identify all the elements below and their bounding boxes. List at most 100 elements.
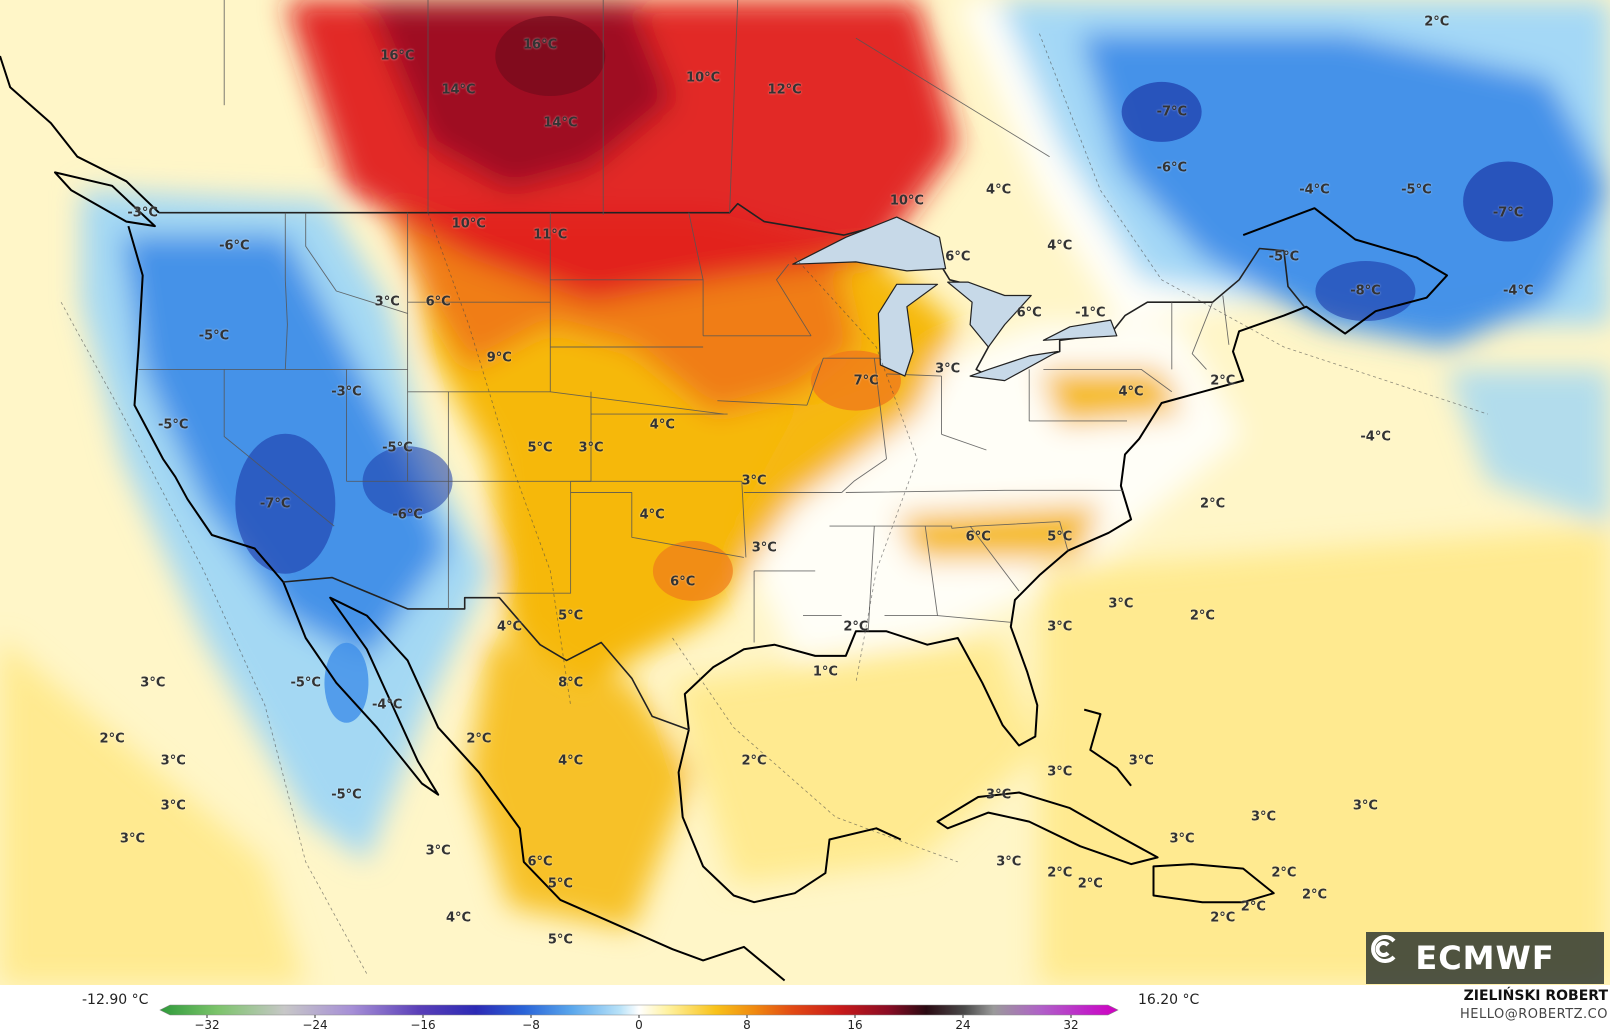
state-border-36 <box>845 489 1123 493</box>
coastline-mexico-gulf <box>677 729 902 904</box>
map-canvas <box>0 0 1610 985</box>
temperature-label: -3°C <box>127 205 158 221</box>
legend-tick-label: −32 <box>194 1018 220 1032</box>
temperature-label: 3°C <box>986 787 1012 803</box>
state-border-2 <box>305 212 408 314</box>
temperature-label: 3°C <box>140 675 166 691</box>
color-legend: -12.90 °C −32 −24 −16 −8 0 8 16 24 32 16.20 °C Z… <box>0 985 1610 1035</box>
warm-zone-mexico <box>468 638 693 929</box>
temperature-label: 12°C <box>767 82 802 98</box>
temperature-label: 2°C <box>1189 608 1215 624</box>
state-border-52 <box>855 37 1050 158</box>
coastline-vancouver-island <box>54 171 156 228</box>
legend-tick-label: 0 <box>635 1018 643 1032</box>
temperature-label: 3°C <box>425 843 451 859</box>
temperature-label: -5°C <box>331 787 362 803</box>
temperature-label: 14°C <box>441 82 476 98</box>
state-border-0 <box>284 212 288 370</box>
temperature-label: 2°C <box>1240 899 1266 915</box>
contour-line-2 <box>794 257 918 683</box>
warm-strong-oklahoma <box>652 540 733 601</box>
temperature-label: -4°C <box>1503 283 1534 299</box>
state-border-31 <box>873 358 887 459</box>
temperature-label: 4°C <box>639 507 665 523</box>
state-border-35 <box>941 433 987 451</box>
temperature-label: 5°C <box>527 440 553 456</box>
temperature-label: 9°C <box>486 350 512 366</box>
cold-core-quebec <box>1121 81 1202 142</box>
state-border-42 <box>951 521 1069 551</box>
coastline-bc <box>0 55 160 214</box>
cold-core-nevada <box>235 433 336 574</box>
temperature-label: 1°C <box>812 664 838 680</box>
ecmwf-logo: ECMWF <box>1366 932 1604 984</box>
state-border-17 <box>550 391 724 415</box>
state-border-37 <box>829 525 953 529</box>
coastline-bahamas <box>1083 708 1132 787</box>
cool-atlantic <box>1447 369 1610 527</box>
temperature-label: 2°C <box>1077 876 1103 892</box>
temperature-label: -5°C <box>1401 182 1432 198</box>
temperature-label: 3°C <box>578 440 604 456</box>
temperature-label: 3°C <box>160 753 186 769</box>
temperature-label: 3°C <box>935 361 961 377</box>
temperature-label: -3°C <box>331 384 362 400</box>
mild-zone-gulf <box>672 638 1040 885</box>
warm-zone-midatlantic <box>1039 369 1182 426</box>
temperature-label: -7°C <box>1156 104 1188 120</box>
temperature-label: 4°C <box>558 753 584 769</box>
temperature-label: -5°C <box>157 417 189 433</box>
temperature-label: 2°C <box>1200 496 1226 512</box>
temperature-label: 6°C <box>670 574 696 590</box>
temperature-label: -1°C <box>1075 305 1106 321</box>
state-border-12 <box>497 481 572 594</box>
contour-line-3 <box>1039 33 1488 415</box>
state-border-38 <box>867 526 875 632</box>
temperature-label: 3°C <box>996 854 1022 870</box>
coastline-hispaniola <box>1152 863 1275 904</box>
temperature-label: 3°C <box>751 540 777 556</box>
border-us-mexico <box>283 576 690 731</box>
legend-colorbar <box>159 1004 1119 1018</box>
temperature-label: -5°C <box>198 328 230 344</box>
cold-zone-canada <box>1080 33 1610 347</box>
temperature-label: -4°C <box>1299 182 1330 198</box>
state-border-7 <box>223 369 335 527</box>
temperature-label: 4°C <box>445 910 472 926</box>
temperature-label: 4°C <box>1047 238 1073 254</box>
temperature-label: -7°C <box>1492 205 1524 221</box>
temperature-anomaly-map: 16°C 16°C 14°C 14°C 10°C 12°C 10°C 11°C 10°C 4°C -… <box>0 0 1610 985</box>
temperature-label: 6°C <box>1016 305 1042 321</box>
contour-line-4 <box>672 637 958 863</box>
temperature-label: -6°C <box>1156 160 1188 176</box>
temperature-label: 14°C <box>543 115 578 131</box>
state-border-32 <box>886 373 942 377</box>
author-email: HELLO@ROBERTZ.CO <box>1459 1007 1608 1022</box>
legend-tick-label: −24 <box>302 1018 328 1032</box>
legend-color-bar <box>159 1004 1119 1016</box>
state-border-41 <box>937 615 1011 623</box>
temperature-label: 5°C <box>1047 529 1073 545</box>
state-border-47 <box>1222 295 1230 345</box>
temperature-label: 5°C <box>547 932 573 948</box>
temperature-label: 3°C <box>1047 764 1073 780</box>
temperature-label: 3°C <box>374 294 400 310</box>
legend-tick-label: 24 <box>955 1018 971 1032</box>
warm-zone-southeast <box>896 503 1101 560</box>
cold-core-baja <box>324 642 369 723</box>
temperature-label: -7°C <box>259 496 291 512</box>
mild-zone-atlantic <box>1039 526 1610 985</box>
temperature-label: 6°C <box>527 854 553 870</box>
temperature-label: 3°C <box>160 798 186 814</box>
author-credit: ZIELIŃSKI ROBERT <box>1463 988 1608 1004</box>
state-border-20 <box>570 492 744 558</box>
temperature-label: 2°C <box>1047 865 1073 881</box>
lake-erie <box>969 350 1059 382</box>
temperature-label: 7°C <box>853 373 879 389</box>
state-border-34 <box>1028 369 1127 422</box>
temperature-label: 3°C <box>1108 596 1134 612</box>
lake-michigan <box>877 283 939 377</box>
temperature-label: 3°C <box>1352 798 1378 814</box>
temperature-label: 5°C <box>558 608 584 624</box>
temperature-label: 6°C <box>425 294 451 310</box>
